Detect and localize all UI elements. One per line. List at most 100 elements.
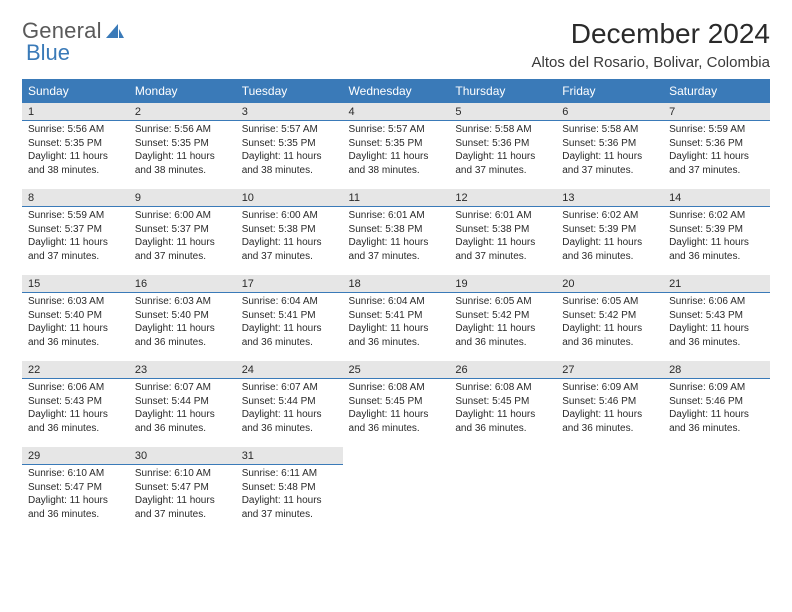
day-number: 7	[663, 103, 770, 121]
sunrise-text: Sunrise: 6:01 AM	[349, 209, 444, 223]
calendar-cell: 17Sunrise: 6:04 AMSunset: 5:41 PMDayligh…	[236, 275, 343, 361]
sunrise-text: Sunrise: 6:03 AM	[135, 295, 230, 309]
sunrise-text: Sunrise: 5:58 AM	[562, 123, 657, 137]
day-details: Sunrise: 6:02 AMSunset: 5:39 PMDaylight:…	[556, 207, 663, 265]
day-number: 2	[129, 103, 236, 121]
sunrise-text: Sunrise: 5:58 AM	[455, 123, 550, 137]
calendar-head: SundayMondayTuesdayWednesdayThursdayFrid…	[22, 79, 770, 103]
sunrise-text: Sunrise: 6:07 AM	[242, 381, 337, 395]
day-number: 23	[129, 361, 236, 379]
daylight-text: Daylight: 11 hours and 37 minutes.	[135, 236, 230, 263]
day-number: 27	[556, 361, 663, 379]
daylight-text: Daylight: 11 hours and 37 minutes.	[349, 236, 444, 263]
sunset-text: Sunset: 5:44 PM	[242, 395, 337, 409]
day-details: Sunrise: 6:05 AMSunset: 5:42 PMDaylight:…	[556, 293, 663, 351]
day-number: 17	[236, 275, 343, 293]
calendar-cell: 12Sunrise: 6:01 AMSunset: 5:38 PMDayligh…	[449, 189, 556, 275]
day-number: 9	[129, 189, 236, 207]
sunrise-text: Sunrise: 6:02 AM	[562, 209, 657, 223]
sunrise-text: Sunrise: 5:59 AM	[28, 209, 123, 223]
day-number: 29	[22, 447, 129, 465]
daylight-text: Daylight: 11 hours and 37 minutes.	[242, 494, 337, 521]
weekday-row: SundayMondayTuesdayWednesdayThursdayFrid…	[22, 79, 770, 103]
sunrise-text: Sunrise: 5:57 AM	[349, 123, 444, 137]
daylight-text: Daylight: 11 hours and 37 minutes.	[455, 150, 550, 177]
daylight-text: Daylight: 11 hours and 37 minutes.	[242, 236, 337, 263]
day-number: 28	[663, 361, 770, 379]
calendar-cell: 30Sunrise: 6:10 AMSunset: 5:47 PMDayligh…	[129, 447, 236, 533]
day-number: 3	[236, 103, 343, 121]
day-details: Sunrise: 6:10 AMSunset: 5:47 PMDaylight:…	[129, 465, 236, 523]
calendar-cell: 16Sunrise: 6:03 AMSunset: 5:40 PMDayligh…	[129, 275, 236, 361]
day-details: Sunrise: 6:09 AMSunset: 5:46 PMDaylight:…	[663, 379, 770, 437]
sunset-text: Sunset: 5:35 PM	[349, 137, 444, 151]
sunrise-text: Sunrise: 6:09 AM	[562, 381, 657, 395]
day-number: 5	[449, 103, 556, 121]
calendar-cell: 9Sunrise: 6:00 AMSunset: 5:37 PMDaylight…	[129, 189, 236, 275]
sunset-text: Sunset: 5:44 PM	[135, 395, 230, 409]
sunset-text: Sunset: 5:41 PM	[349, 309, 444, 323]
calendar-cell: 24Sunrise: 6:07 AMSunset: 5:44 PMDayligh…	[236, 361, 343, 447]
day-details: Sunrise: 6:07 AMSunset: 5:44 PMDaylight:…	[236, 379, 343, 437]
day-number: 18	[343, 275, 450, 293]
daylight-text: Daylight: 11 hours and 36 minutes.	[562, 236, 657, 263]
sunset-text: Sunset: 5:35 PM	[135, 137, 230, 151]
daylight-text: Daylight: 11 hours and 36 minutes.	[669, 408, 764, 435]
sunset-text: Sunset: 5:46 PM	[669, 395, 764, 409]
daylight-text: Daylight: 11 hours and 37 minutes.	[28, 236, 123, 263]
calendar-cell	[663, 447, 770, 533]
daylight-text: Daylight: 11 hours and 36 minutes.	[135, 408, 230, 435]
daylight-text: Daylight: 11 hours and 37 minutes.	[455, 236, 550, 263]
calendar-week-row: 22Sunrise: 6:06 AMSunset: 5:43 PMDayligh…	[22, 361, 770, 447]
sunrise-text: Sunrise: 6:07 AM	[135, 381, 230, 395]
sunrise-text: Sunrise: 6:01 AM	[455, 209, 550, 223]
weekday-header: Wednesday	[343, 79, 450, 103]
calendar-cell: 4Sunrise: 5:57 AMSunset: 5:35 PMDaylight…	[343, 103, 450, 189]
sunrise-text: Sunrise: 6:08 AM	[455, 381, 550, 395]
sunset-text: Sunset: 5:41 PM	[242, 309, 337, 323]
sunset-text: Sunset: 5:45 PM	[455, 395, 550, 409]
sunrise-text: Sunrise: 6:06 AM	[669, 295, 764, 309]
daylight-text: Daylight: 11 hours and 36 minutes.	[349, 408, 444, 435]
day-number: 24	[236, 361, 343, 379]
calendar-cell	[556, 447, 663, 533]
day-number: 4	[343, 103, 450, 121]
calendar-cell: 10Sunrise: 6:00 AMSunset: 5:38 PMDayligh…	[236, 189, 343, 275]
daylight-text: Daylight: 11 hours and 38 minutes.	[28, 150, 123, 177]
daylight-text: Daylight: 11 hours and 36 minutes.	[669, 236, 764, 263]
calendar-cell	[449, 447, 556, 533]
calendar-cell: 28Sunrise: 6:09 AMSunset: 5:46 PMDayligh…	[663, 361, 770, 447]
sunset-text: Sunset: 5:38 PM	[455, 223, 550, 237]
weekday-header: Thursday	[449, 79, 556, 103]
daylight-text: Daylight: 11 hours and 36 minutes.	[455, 408, 550, 435]
day-details: Sunrise: 6:08 AMSunset: 5:45 PMDaylight:…	[343, 379, 450, 437]
day-number: 8	[22, 189, 129, 207]
sunrise-text: Sunrise: 6:00 AM	[135, 209, 230, 223]
sunrise-text: Sunrise: 6:11 AM	[242, 467, 337, 481]
weekday-header: Sunday	[22, 79, 129, 103]
sunset-text: Sunset: 5:39 PM	[669, 223, 764, 237]
header: General December 2024 Altos del Rosario,…	[22, 18, 770, 71]
day-number: 21	[663, 275, 770, 293]
daylight-text: Daylight: 11 hours and 37 minutes.	[669, 150, 764, 177]
day-details: Sunrise: 6:02 AMSunset: 5:39 PMDaylight:…	[663, 207, 770, 265]
daylight-text: Daylight: 11 hours and 36 minutes.	[28, 322, 123, 349]
day-number: 30	[129, 447, 236, 465]
sunset-text: Sunset: 5:37 PM	[28, 223, 123, 237]
weekday-header: Friday	[556, 79, 663, 103]
calendar-week-row: 8Sunrise: 5:59 AMSunset: 5:37 PMDaylight…	[22, 189, 770, 275]
calendar-cell: 27Sunrise: 6:09 AMSunset: 5:46 PMDayligh…	[556, 361, 663, 447]
daylight-text: Daylight: 11 hours and 36 minutes.	[455, 322, 550, 349]
sunset-text: Sunset: 5:48 PM	[242, 481, 337, 495]
day-details: Sunrise: 6:00 AMSunset: 5:37 PMDaylight:…	[129, 207, 236, 265]
calendar-cell: 3Sunrise: 5:57 AMSunset: 5:35 PMDaylight…	[236, 103, 343, 189]
calendar-table: SundayMondayTuesdayWednesdayThursdayFrid…	[22, 79, 770, 533]
sunset-text: Sunset: 5:38 PM	[349, 223, 444, 237]
day-details: Sunrise: 5:58 AMSunset: 5:36 PMDaylight:…	[449, 121, 556, 179]
sunrise-text: Sunrise: 6:05 AM	[455, 295, 550, 309]
sunset-text: Sunset: 5:47 PM	[28, 481, 123, 495]
calendar-cell: 29Sunrise: 6:10 AMSunset: 5:47 PMDayligh…	[22, 447, 129, 533]
calendar-cell: 18Sunrise: 6:04 AMSunset: 5:41 PMDayligh…	[343, 275, 450, 361]
sunset-text: Sunset: 5:43 PM	[669, 309, 764, 323]
day-number: 22	[22, 361, 129, 379]
